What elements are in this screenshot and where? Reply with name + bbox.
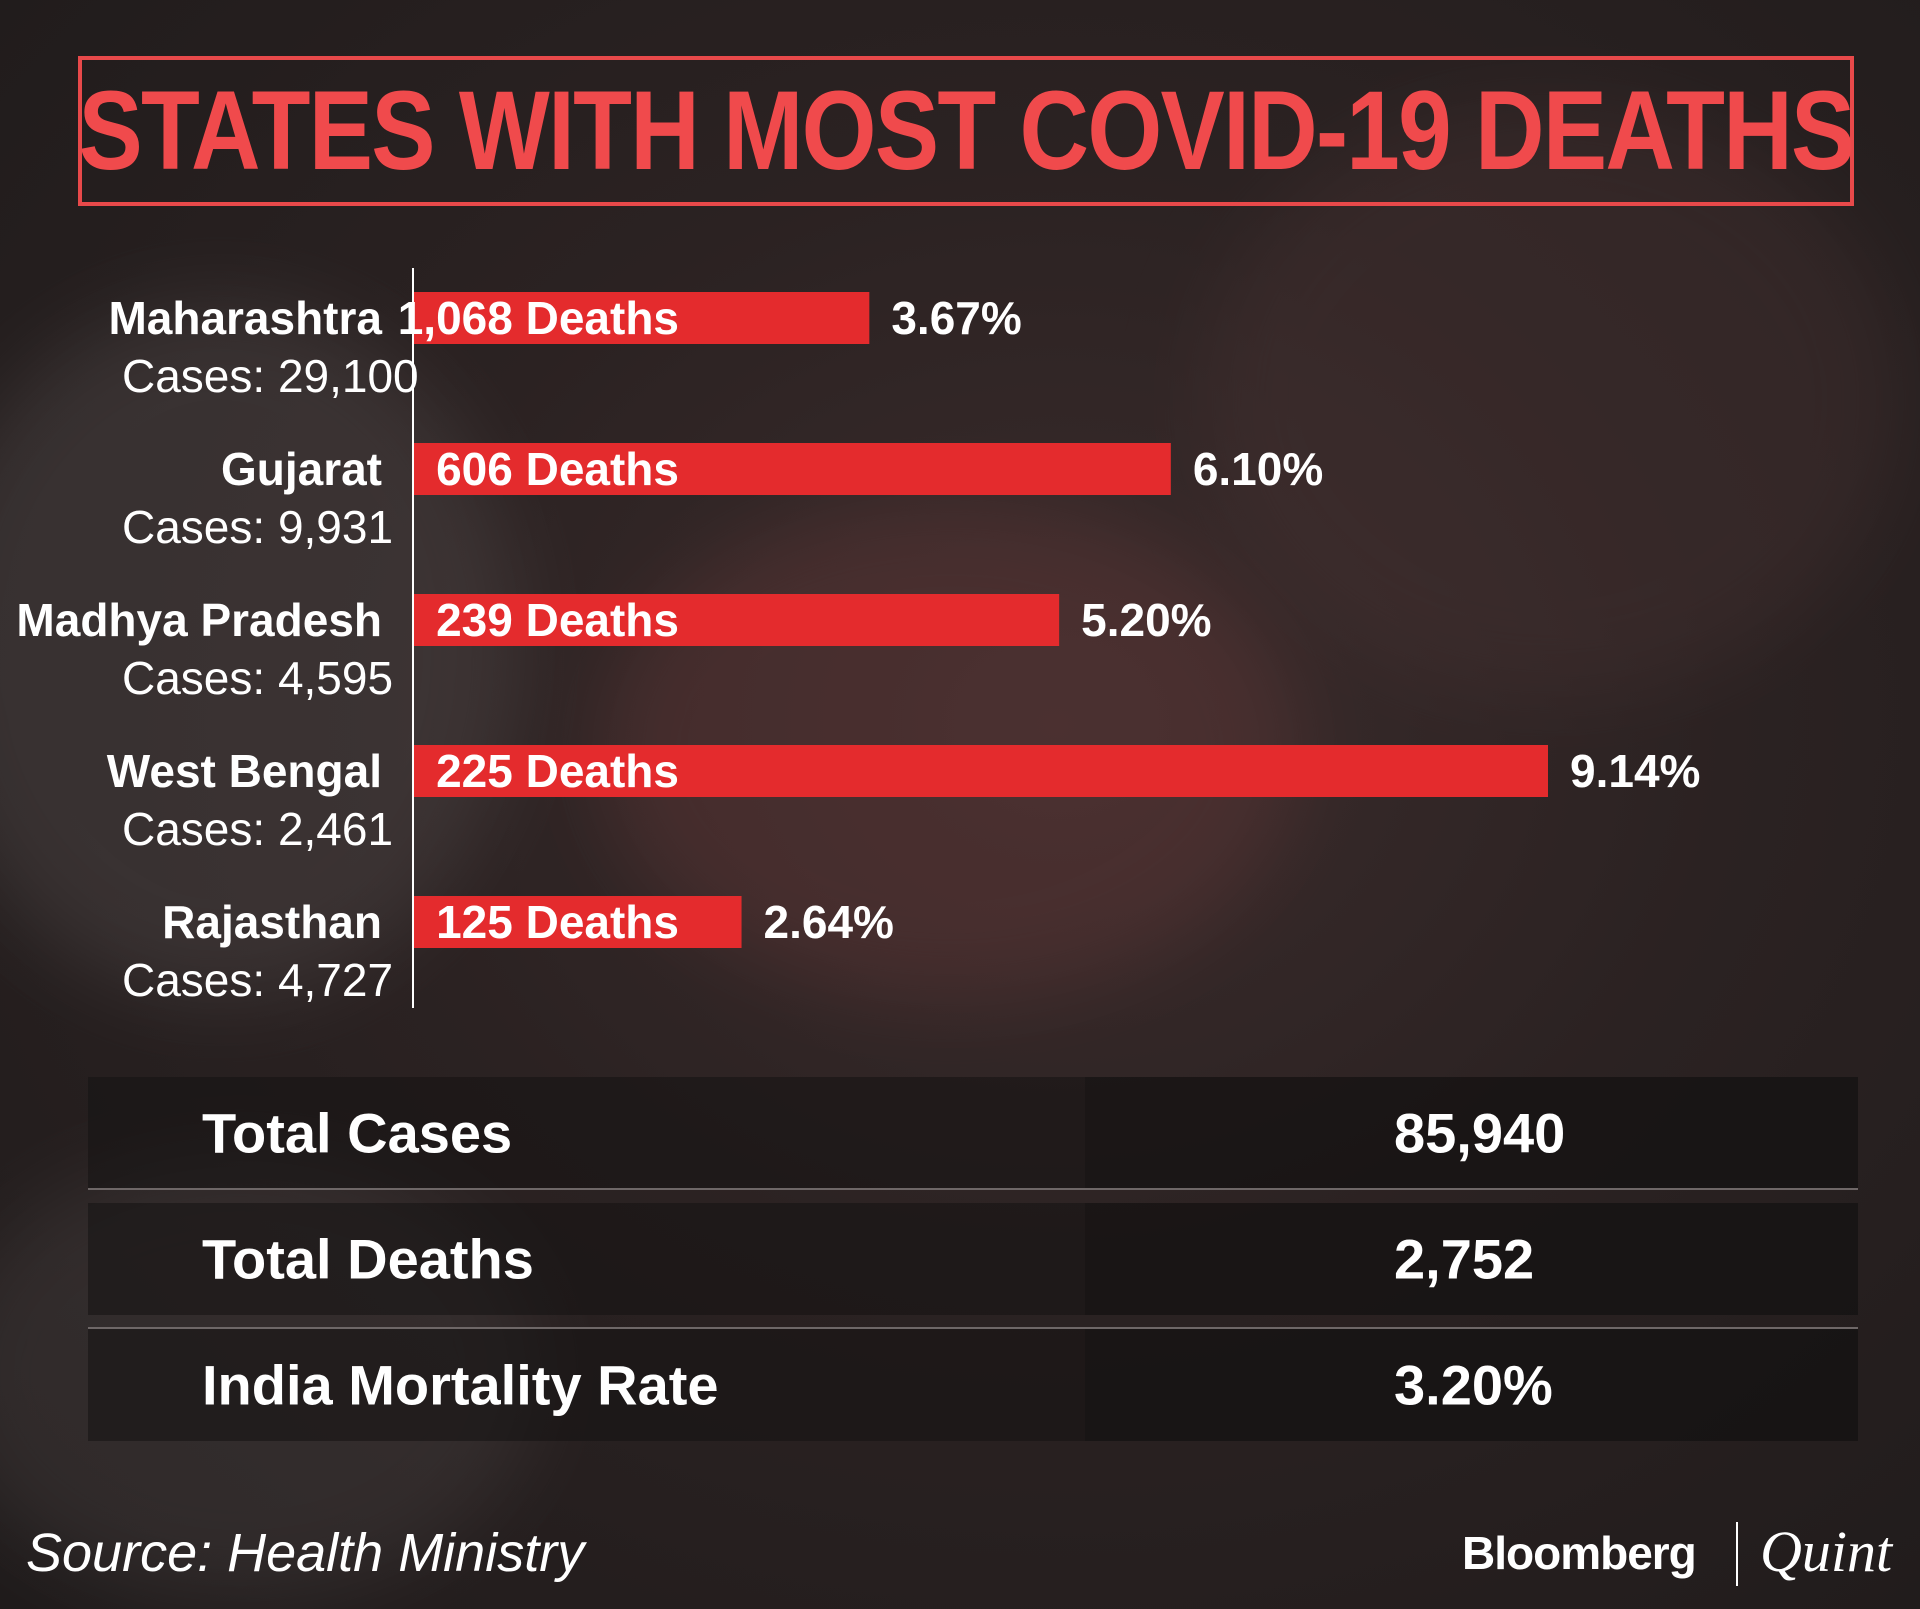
bar — [414, 292, 870, 344]
source-note: Source: Health Ministry — [26, 1523, 585, 1583]
bar-value-label: 3.67% — [891, 292, 1021, 344]
bar — [414, 896, 742, 948]
stat-label: Total Cases — [202, 1101, 513, 1165]
stat-row-total-deaths: Total Deaths 2,752 — [88, 1203, 1858, 1315]
category-label: West Bengal — [107, 745, 382, 797]
cases-label: Cases: 29,100 — [122, 350, 419, 402]
stat-cell-value — [1085, 1203, 1858, 1315]
stat-value: 85,940 — [1394, 1101, 1566, 1165]
stat-divider — [88, 1188, 1858, 1190]
bar-deaths-label: 125 Deaths — [436, 896, 679, 948]
bar-deaths-label: 606 Deaths — [436, 443, 679, 495]
stat-value: 3.20% — [1394, 1353, 1553, 1417]
cases-label: Cases: 4,595 — [122, 652, 393, 704]
bar-value-label: 9.14% — [1570, 745, 1700, 797]
bar-value-label: 6.10% — [1193, 443, 1323, 495]
bar-deaths-label: 239 Deaths — [436, 594, 679, 646]
bar — [414, 594, 1060, 646]
bars-group: 1,068 Deaths 3.67% Maharashtra Cases: 29,10… — [16, 292, 1700, 1006]
category-label: Rajasthan — [162, 896, 382, 948]
brand-divider — [1736, 1522, 1738, 1586]
cases-label: Cases: 4,727 — [122, 954, 393, 1006]
bar-chart: 1,068 Deaths 3.67% Maharashtra Cases: 29,10… — [16, 292, 1700, 1006]
stat-row-mortality-rate: India Mortality Rate 3.20% — [88, 1329, 1858, 1441]
cases-label: Cases: 9,931 — [122, 501, 393, 553]
stat-cell-value — [1085, 1077, 1858, 1189]
stat-label: Total Deaths — [202, 1227, 534, 1291]
summary-table: Total Cases 85,940 Total Deaths 2,752 In… — [88, 1077, 1858, 1441]
title-box: STATES WITH MOST COVID-19 DEATHS — [78, 56, 1855, 206]
brand-logo: Bloomberg Quint — [1462, 1518, 1902, 1588]
cases-label: Cases: 2,461 — [122, 803, 393, 855]
bar — [414, 745, 1548, 797]
category-label: Madhya Pradesh — [16, 594, 382, 646]
stat-label: India Mortality Rate — [202, 1353, 719, 1417]
bar-deaths-label: 1,068 Deaths — [398, 292, 679, 344]
bar-deaths-label: 225 Deaths — [436, 745, 679, 797]
stat-value: 2,752 — [1394, 1227, 1535, 1291]
brand-logo-right: Quint — [1760, 1519, 1893, 1584]
stat-divider — [88, 1327, 1858, 1329]
bar — [414, 443, 1171, 495]
background-blob — [0, 300, 520, 1000]
bar-value-label: 5.20% — [1081, 594, 1211, 646]
category-label: Gujarat — [221, 443, 382, 495]
category-label: Maharashtra — [108, 292, 382, 344]
stat-row-total-cases: Total Cases 85,940 — [88, 1077, 1858, 1189]
stat-cell-value — [1085, 1329, 1858, 1441]
chart-title: STATES WITH MOST COVID-19 DEATHS — [78, 68, 1855, 193]
brand-logo-left: Bloomberg — [1462, 1527, 1697, 1579]
bar-value-label: 2.64% — [764, 896, 894, 948]
background-blob — [1200, 100, 1900, 700]
